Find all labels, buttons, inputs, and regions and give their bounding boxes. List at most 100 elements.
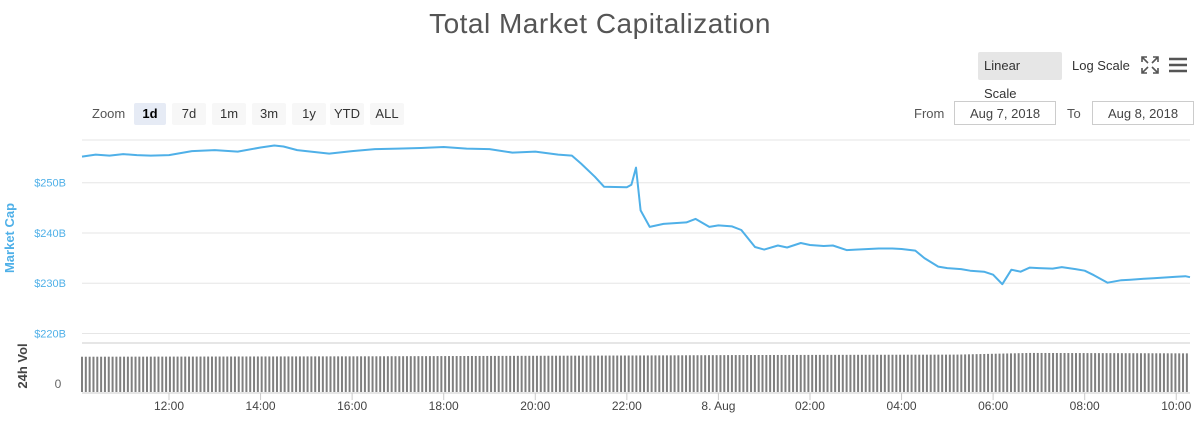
volume-bar: [719, 355, 722, 392]
volume-bar: [696, 355, 699, 392]
volume-bar: [126, 356, 129, 392]
volume-bar: [715, 355, 718, 392]
volume-bar: [857, 354, 860, 392]
zoom-7d-button[interactable]: 7d: [172, 103, 206, 125]
volume-bar: [157, 356, 160, 392]
volume-bar: [222, 356, 225, 392]
volume-bar: [390, 356, 393, 392]
volume-bar: [799, 354, 802, 392]
zoom-1y-button[interactable]: 1y: [292, 103, 326, 125]
volume-bar: [417, 356, 420, 392]
volume-bar: [677, 355, 680, 392]
volume-bar: [249, 356, 252, 392]
volume-bar: [948, 354, 951, 392]
volume-bar: [834, 354, 837, 392]
volume-bar: [769, 354, 772, 392]
volume-bar: [593, 355, 596, 392]
volume-bar: [792, 354, 795, 392]
volume-bar: [405, 356, 408, 392]
volume-bar: [1143, 353, 1146, 392]
menu-icon[interactable]: [1167, 54, 1189, 76]
volume-bar: [532, 355, 535, 392]
volume-bar: [872, 354, 875, 392]
volume-bar: [84, 356, 87, 392]
volume-bar: [1021, 353, 1024, 392]
volume-bar: [685, 355, 688, 392]
volume-bar: [337, 356, 340, 392]
volume-bar: [115, 356, 118, 392]
volume-bar: [1162, 353, 1165, 392]
volume-bar: [325, 356, 328, 392]
y-tick-label: $220B: [34, 328, 66, 340]
zoom-1d-button[interactable]: 1d: [134, 103, 166, 125]
volume-bar: [367, 356, 370, 392]
zoom-3m-button[interactable]: 3m: [252, 103, 286, 125]
volume-bar: [344, 356, 347, 392]
volume-bar: [153, 356, 156, 392]
x-tick-label: 12:00: [154, 399, 184, 413]
volume-bar: [1159, 353, 1162, 392]
volume-bar: [902, 354, 905, 392]
volume-bar: [176, 356, 179, 392]
volume-bar: [772, 354, 775, 392]
y-tick-label: $250B: [34, 178, 66, 190]
volume-bar: [459, 356, 462, 392]
volume-bar: [287, 356, 290, 392]
volume-bar: [738, 355, 741, 392]
volume-bar: [275, 356, 278, 392]
volume-bar: [103, 356, 106, 392]
log-scale-button[interactable]: Log Scale: [1072, 58, 1130, 73]
volume-bar: [1055, 353, 1058, 392]
volume-bar: [463, 356, 466, 392]
volume-bar: [440, 356, 443, 392]
volume-bar: [727, 355, 730, 392]
volume-bar: [161, 356, 164, 392]
volume-bar: [394, 356, 397, 392]
volume-bar: [849, 354, 852, 392]
from-date-input[interactable]: [954, 101, 1056, 125]
volume-bar: [589, 355, 592, 392]
y-tick-label: $230B: [34, 278, 66, 290]
volume-bar: [1082, 353, 1085, 392]
volume-bar: [203, 356, 206, 392]
volume-bar: [990, 353, 993, 392]
volume-bar: [761, 354, 764, 392]
volume-bar: [895, 354, 898, 392]
volume-bar: [1002, 353, 1005, 392]
volume-bar: [1036, 352, 1039, 392]
zoom-ytd-button[interactable]: YTD: [330, 103, 364, 125]
volume-bar: [383, 356, 386, 392]
fullscreen-icon[interactable]: [1139, 54, 1161, 76]
volume-bar: [654, 355, 657, 392]
volume-bar: [96, 356, 99, 392]
market-cap-series: [81, 144, 1191, 286]
zoom-1m-button[interactable]: 1m: [212, 103, 246, 125]
volume-bar: [811, 354, 814, 392]
grid-layer: [82, 139, 1190, 394]
volume-bar: [1074, 353, 1077, 392]
zoom-all-button[interactable]: ALL: [370, 103, 404, 125]
volume-bar: [830, 354, 833, 392]
volume-bar: [1178, 353, 1181, 392]
linear-scale-button[interactable]: Linear Scale: [978, 52, 1062, 101]
volume-bar: [1090, 353, 1093, 392]
volume-bar: [1147, 353, 1150, 392]
volume-bar: [92, 356, 95, 392]
volume-bar: [478, 355, 481, 392]
x-tick-label: 04:00: [887, 399, 917, 413]
volume-bar: [845, 354, 848, 392]
volume-bar: [444, 356, 447, 392]
volume-bar: [956, 354, 959, 392]
volume-bar: [964, 354, 967, 392]
to-date-input[interactable]: [1092, 101, 1194, 125]
volume-bar: [501, 355, 504, 392]
volume-bar: [547, 355, 550, 392]
volume-bar: [482, 355, 485, 392]
volume-bar: [413, 356, 416, 392]
volume-bar: [165, 356, 168, 392]
volume-bar: [188, 356, 191, 392]
volume-bar: [1151, 353, 1154, 392]
to-label: To: [1067, 106, 1081, 121]
volume-bar: [1006, 353, 1009, 392]
volume-bar: [642, 355, 645, 392]
